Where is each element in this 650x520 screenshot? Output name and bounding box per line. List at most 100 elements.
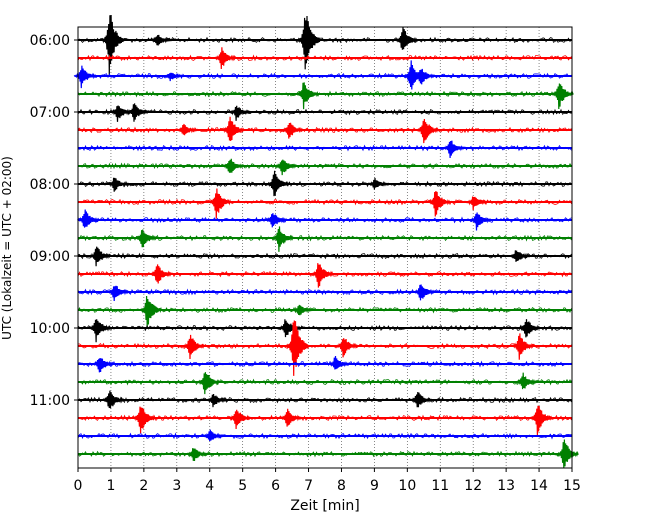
seismic-event bbox=[101, 14, 125, 75]
trace-noise bbox=[77, 396, 572, 404]
seismic-event bbox=[133, 406, 156, 434]
seismic-event bbox=[213, 47, 237, 69]
seismic-trace bbox=[77, 158, 572, 176]
trace-noise bbox=[77, 90, 572, 98]
seismic-event bbox=[327, 356, 350, 370]
seismic-trace bbox=[77, 390, 572, 409]
seismic-event bbox=[77, 209, 100, 228]
seismic-event bbox=[149, 264, 172, 284]
seismic-trace bbox=[77, 246, 572, 267]
seismic-event bbox=[139, 295, 163, 329]
y-axis-title: UTC (Lokalzeit = UTC + 02:00) bbox=[0, 156, 14, 340]
seismic-event bbox=[366, 177, 390, 190]
trace-noise bbox=[77, 378, 572, 386]
trace-noise bbox=[77, 360, 572, 368]
seismic-event bbox=[412, 284, 436, 301]
seismic-event bbox=[556, 439, 579, 469]
seismic-trace bbox=[77, 356, 572, 373]
x-tick-label: 6 bbox=[271, 478, 280, 494]
seismic-event bbox=[221, 116, 245, 141]
seismic-event bbox=[175, 123, 199, 136]
seismic-event bbox=[205, 393, 228, 408]
seismic-event bbox=[529, 405, 553, 436]
x-tick-label: 1 bbox=[106, 478, 115, 494]
seismic-event bbox=[518, 319, 541, 338]
trace-noise bbox=[77, 432, 572, 440]
trace-noise bbox=[77, 342, 572, 350]
seismic-event bbox=[442, 140, 466, 158]
trace-noise bbox=[77, 450, 572, 458]
trace-noise bbox=[77, 144, 572, 152]
trace-noise bbox=[77, 54, 572, 62]
seismic-event bbox=[296, 82, 319, 110]
x-tick-label: 12 bbox=[464, 478, 482, 494]
seismic-event bbox=[297, 16, 321, 70]
seismic-event bbox=[394, 27, 418, 50]
seismic-event bbox=[197, 372, 220, 395]
x-tick-label: 2 bbox=[139, 478, 148, 494]
x-tick-label: 15 bbox=[563, 478, 581, 494]
seismic-event bbox=[427, 191, 451, 217]
seismic-event bbox=[134, 229, 158, 248]
y-tick-label: 06:00 bbox=[30, 33, 70, 49]
x-tick-label: 3 bbox=[172, 478, 181, 494]
x-tick-label: 14 bbox=[530, 478, 548, 494]
x-tick-label: 9 bbox=[370, 478, 379, 494]
trace-noise bbox=[77, 162, 572, 170]
seismic-event bbox=[149, 34, 172, 46]
seismic-event bbox=[185, 448, 209, 462]
seismic-event bbox=[266, 170, 289, 197]
y-tick-label: 07:00 bbox=[30, 105, 70, 121]
y-tick-label: 08:00 bbox=[30, 177, 70, 193]
trace-noise bbox=[77, 72, 572, 80]
x-tick-label: 13 bbox=[497, 478, 515, 494]
seismic-event bbox=[221, 158, 245, 173]
x-tick-label: 7 bbox=[304, 478, 313, 494]
seismic-trace bbox=[77, 47, 572, 69]
seismic-event bbox=[335, 338, 359, 358]
seismic-event bbox=[515, 372, 538, 390]
seismic-trace bbox=[77, 372, 572, 395]
seismic-trace bbox=[77, 295, 572, 329]
seismic-event bbox=[208, 188, 232, 219]
seismic-trace bbox=[77, 429, 572, 442]
seismic-trace bbox=[77, 14, 572, 75]
seismic-trace bbox=[73, 60, 572, 90]
x-tick-label: 10 bbox=[398, 478, 416, 494]
x-axis-title: Zeit [min] bbox=[290, 498, 359, 514]
trace-noise bbox=[77, 126, 572, 134]
seismic-event bbox=[264, 213, 288, 228]
y-tick-label: 10:00 bbox=[30, 321, 70, 337]
y-tick-label: 11:00 bbox=[30, 393, 70, 409]
y-axis-ticks: 06:00 07:00 08:00 09:00 10:00 11:00 bbox=[30, 33, 78, 409]
x-tick-label: 11 bbox=[431, 478, 449, 494]
trace-noise bbox=[77, 414, 572, 422]
seismic-trace bbox=[77, 405, 572, 436]
x-tick-label: 4 bbox=[205, 478, 214, 494]
seismic-event bbox=[274, 159, 298, 176]
seismic-event bbox=[88, 246, 112, 267]
x-tick-label: 5 bbox=[238, 478, 247, 494]
x-tick-label: 0 bbox=[74, 478, 83, 494]
seismic-trace bbox=[77, 439, 579, 469]
seismic-event bbox=[91, 357, 115, 373]
seismic-trace bbox=[77, 82, 574, 110]
seismic-trace bbox=[77, 284, 572, 301]
plot-frame bbox=[77, 26, 573, 469]
seismic-trace bbox=[77, 116, 572, 144]
seismic-trace bbox=[77, 188, 572, 219]
seismic-event bbox=[508, 250, 531, 262]
seismic-event bbox=[228, 409, 252, 430]
seismic-event bbox=[310, 263, 334, 288]
x-axis-ticks: 0 1 2 3 4 5 6 7 8 9 10 11 12 13 14 15 bbox=[74, 468, 581, 494]
trace-noise bbox=[77, 180, 572, 188]
seismic-event bbox=[412, 68, 436, 85]
seismic-trace bbox=[77, 170, 572, 197]
seismic-event bbox=[106, 177, 130, 192]
seismic-event bbox=[162, 72, 185, 82]
trace-noise bbox=[77, 216, 572, 224]
y-tick-label: 09:00 bbox=[30, 249, 70, 265]
trace-noise bbox=[77, 108, 572, 116]
seismic-trace bbox=[77, 103, 572, 122]
